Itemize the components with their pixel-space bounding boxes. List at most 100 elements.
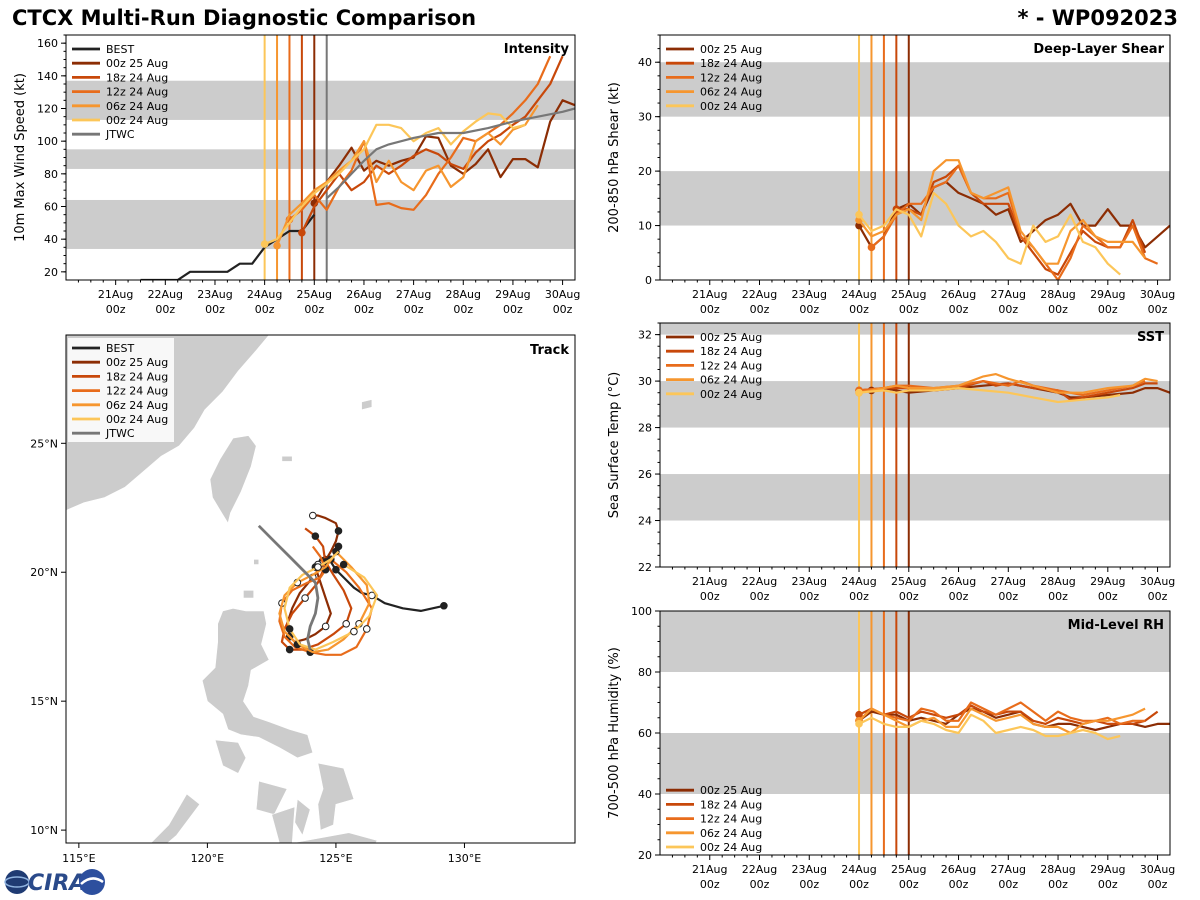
track-lat-label: 10°N [30, 824, 58, 837]
intensity-ytick-label: 60 [44, 201, 58, 214]
panay-landmass [255, 780, 288, 815]
sst-ytick-label: 22 [638, 561, 652, 574]
rh-xtick-hour: 00z [949, 878, 969, 891]
track-lat-label: 25°N [30, 437, 58, 450]
intensity-series-00z-24-aug [264, 112, 526, 246]
sst-legend-label-12z-24-aug: 12z 24 Aug [700, 359, 762, 372]
intensity-xtick-hour: 00z [354, 303, 374, 316]
sst-ytick-label: 30 [638, 375, 652, 388]
shear-ytick-label: 30 [638, 111, 652, 124]
shear-xtick-label: 25Aug [891, 288, 926, 301]
sst-xtick-hour: 00z [1148, 590, 1168, 603]
rh-xtick-label: 28Aug [1040, 863, 1075, 876]
sst-xtick-hour: 00z [899, 590, 919, 603]
sst-series-06z-24-aug [858, 373, 1158, 394]
track-point-06z-24-aug [334, 542, 343, 551]
track-lon-label: 125°E [319, 852, 352, 865]
cebu-landmass [294, 798, 311, 837]
shear-series-00z-25-aug [858, 180, 1170, 249]
intensity-xtick-hour: 00z [404, 303, 424, 316]
shear-xtick-hour: 00z [1048, 303, 1068, 316]
sst-xtick-label: 29Aug [1090, 575, 1125, 588]
rh-xtick-label: 21Aug [692, 863, 727, 876]
intensity-legend-label-best: BEST [106, 43, 134, 56]
rh-panel: 20 40 60 80 100 21Aug 00z 22Aug 00z 23Aug 00z 24Aug… [607, 605, 1175, 891]
babuyan-landmass [243, 589, 254, 599]
sst-xtick-hour: 00z [849, 590, 869, 603]
sst-xtick-hour: 00z [1098, 590, 1118, 603]
shear-xtick-label: 27Aug [991, 288, 1026, 301]
sst-title: SST [1137, 330, 1164, 345]
intensity-xtick-label: 26Aug [346, 288, 381, 301]
shear-xtick-label: 26Aug [941, 288, 976, 301]
track-point-18z-24-aug [342, 620, 351, 628]
track-point-00z-25-aug [321, 622, 330, 631]
cira-logo: CIRA [4, 869, 105, 896]
sst-init-point-00z-24-aug [855, 388, 863, 397]
logo-badge-icon [79, 869, 105, 895]
sst-ytick-label: 28 [638, 422, 652, 435]
rh-legend-label-00z-25-aug: 00z 25 Aug [700, 784, 762, 797]
shear-title: Deep-Layer Shear [1033, 42, 1164, 57]
track-point-00z-24-aug [350, 627, 358, 636]
intensity-init-point-00z-24-aug [260, 240, 269, 248]
track-series-best [314, 555, 445, 613]
rh-init-point-00z-24-aug [855, 720, 863, 728]
sst-xtick-label: 22Aug [742, 575, 777, 588]
track-legend-label-00z-24-aug: 00z 24 Aug [106, 413, 168, 426]
sst-xtick-label: 27Aug [991, 575, 1026, 588]
track-legend-label-00z-25-aug: 00z 25 Aug [106, 356, 168, 369]
intensity-series-12z-24-aug [288, 55, 552, 221]
shear-band-1 [660, 62, 1170, 117]
sst-ytick-label: 24 [638, 515, 652, 528]
track-point-00z-24-aug [285, 625, 294, 633]
rh-xtick-hour: 00z [750, 878, 770, 891]
track-point-00z-24-aug [339, 560, 348, 569]
intensity-legend-label-06z-24-aug: 06z 24 Aug [106, 100, 168, 113]
intensity-band-1 [66, 149, 575, 169]
intensity-xtick-hour: 00z [553, 303, 573, 316]
negros-landmass [271, 806, 296, 843]
rh-xtick-hour: 00z [799, 878, 819, 891]
intensity-xtick-label: 22Aug [148, 288, 183, 301]
intensity-band-0 [66, 199, 575, 249]
rh-ytick-label: 80 [638, 666, 652, 679]
intensity-ytick-label: 80 [44, 168, 58, 181]
intensity-legend-label-jtwc: JTWC [105, 128, 135, 141]
intensity-xtick-label: 24Aug [247, 288, 282, 301]
page-title: CTCX Multi-Run Diagnostic Comparison [12, 6, 477, 30]
sst-ytick-label: 32 [638, 329, 652, 342]
track-legend-label-12z-24-aug: 12z 24 Aug [106, 385, 168, 398]
sst-xtick-label: 26Aug [941, 575, 976, 588]
track-series-00z-25-aug [286, 514, 340, 644]
sst-xtick-label: 24Aug [841, 575, 876, 588]
logo-text: CIRA [28, 871, 86, 896]
palawan-landmass [150, 793, 201, 843]
track-point-18z-24-aug [301, 594, 309, 602]
shear-legend-label-12z-24-aug: 12z 24 Aug [700, 71, 762, 84]
shear-series-12z-24-aug [870, 164, 1159, 280]
rh-xtick-hour: 00z [1098, 878, 1118, 891]
sst-band-0 [660, 474, 1170, 521]
mindanao-landmass [291, 832, 378, 843]
shear-xtick-hour: 00z [998, 303, 1018, 316]
intensity-xtick-hour: 00z [155, 303, 175, 316]
sst-panel: 22 24 26 28 30 32 21Aug 00z 22Aug 00z 23Aug 00z 24Au… [607, 322, 1175, 603]
shear-xtick-hour: 00z [700, 303, 720, 316]
rh-legend-label-06z-24-aug: 06z 24 Aug [700, 827, 762, 840]
track-lat-label: 20°N [30, 566, 58, 579]
intensity-ytick-label: 120 [37, 103, 58, 116]
shear-series-06z-24-aug [858, 159, 1146, 265]
shear-xtick-hour: 00z [1098, 303, 1118, 316]
rh-band-1 [660, 611, 1170, 672]
track-point-00z-25-aug [334, 527, 343, 535]
intensity-legend-label-12z-24-aug: 12z 24 Aug [106, 86, 168, 99]
track-panel: 115°E 120°E 125°E 130°E 10°N 15°N 20°N 25°N Trac… [30, 334, 576, 865]
shear-series-00z-24-aug [858, 191, 1121, 276]
intensity-init-point-18z-24-aug [298, 228, 306, 237]
intensity-legend-label-00z-25-aug: 00z 25 Aug [106, 57, 168, 70]
intensity-xtick-hour: 00z [453, 303, 473, 316]
shear-legend-label-18z-24-aug: 18z 24 Aug [700, 57, 762, 70]
intensity-ytick-label: 140 [37, 70, 58, 83]
